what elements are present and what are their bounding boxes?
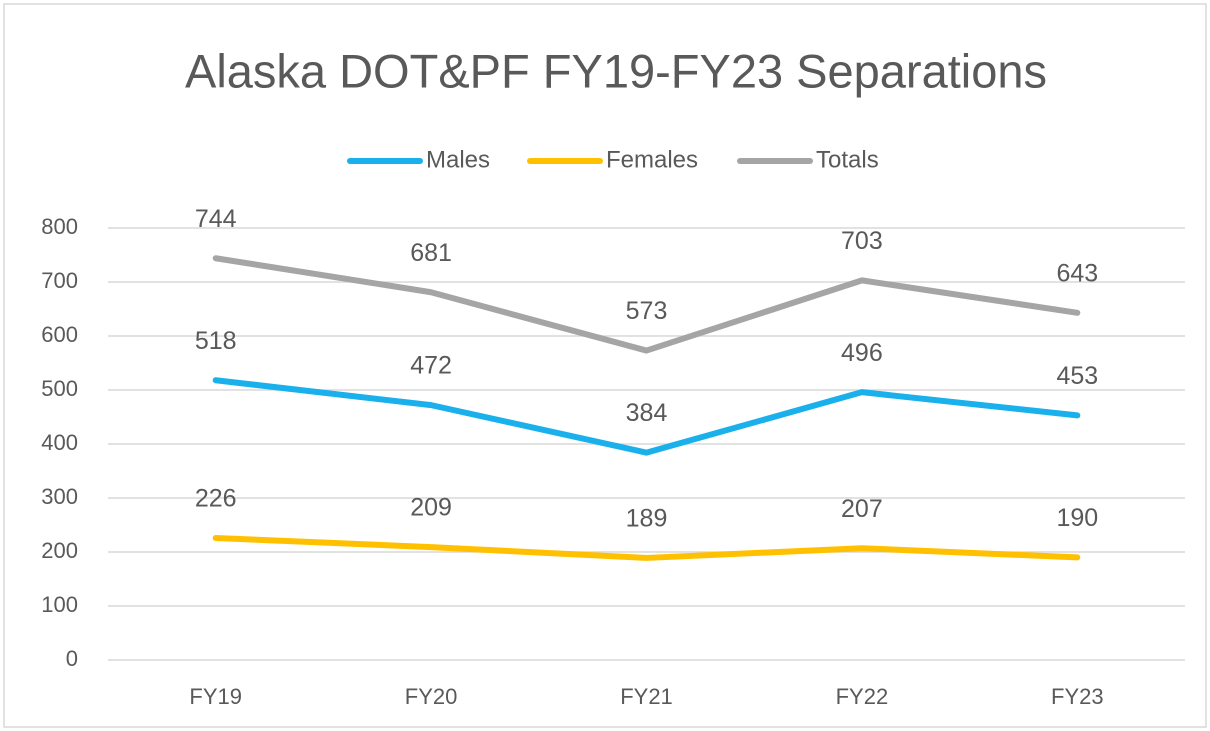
data-label: 209 [410,494,452,522]
legend-label: Totals [816,146,879,173]
chart-border [3,3,1207,728]
series-line [212,534,1081,561]
data-label: 189 [626,505,668,533]
data-label: 643 [1056,259,1098,287]
y-tick-label: 100 [41,592,78,617]
legend-label: Females [606,146,698,173]
y-tick-label: 0 [66,646,78,671]
data-label: 190 [1056,504,1098,532]
series-line [212,377,1081,456]
chart-title: Alaska DOT&PF FY19-FY23 Separations [185,44,1047,97]
data-label: 472 [410,352,452,380]
x-tick-label: FY19 [189,684,242,709]
x-tick-label: FY21 [620,684,673,709]
data-label: 496 [841,339,883,367]
data-label: 744 [195,205,237,233]
y-tick-label: 600 [41,322,78,347]
y-tick-label: 700 [41,268,78,293]
y-tick-label: 800 [41,214,78,239]
data-label: 518 [195,327,237,355]
y-tick-label: 200 [41,538,78,563]
legend-label: Males [426,146,490,173]
data-label: 573 [626,297,668,325]
data-label: 681 [410,239,452,267]
data-label: 453 [1056,362,1098,390]
x-tick-label: FY20 [405,684,458,709]
x-tick-label: FY22 [836,684,889,709]
data-label: 226 [195,485,237,513]
y-tick-label: 500 [41,376,78,401]
data-label: 207 [841,495,883,523]
y-tick-label: 400 [41,430,78,455]
data-label: 384 [626,399,668,427]
y-tick-label: 300 [41,484,78,509]
data-label: 703 [841,227,883,255]
series-line [212,255,1081,354]
x-tick-label: FY23 [1051,684,1104,709]
